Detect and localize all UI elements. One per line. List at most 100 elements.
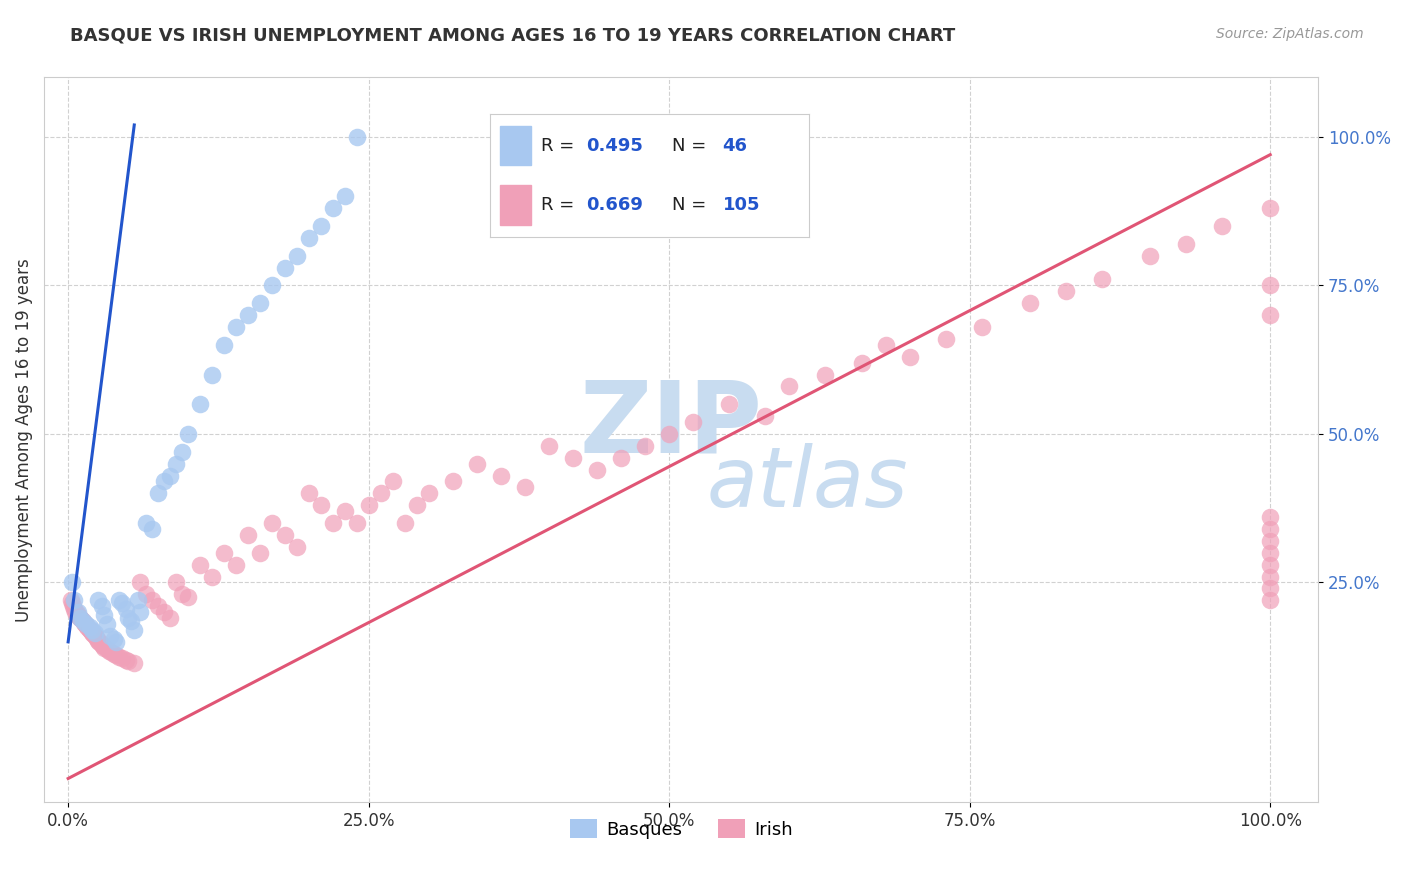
Point: [513, 480, 536, 494]
Point: [86, 632, 108, 646]
Point: [87, 593, 110, 607]
Point: [82, 627, 104, 641]
Point: [148, 486, 170, 500]
Point: [1091, 272, 1114, 286]
Point: [875, 338, 897, 352]
Point: [814, 368, 837, 382]
Point: [754, 409, 776, 423]
Point: [90, 636, 112, 650]
Point: [394, 516, 416, 530]
Point: [225, 558, 247, 572]
Point: [346, 129, 368, 144]
Point: [322, 201, 344, 215]
Point: [65, 607, 87, 621]
Point: [405, 498, 427, 512]
Point: [201, 569, 224, 583]
Point: [90, 599, 112, 614]
Point: [441, 475, 464, 489]
Point: [177, 426, 200, 441]
Point: [682, 415, 704, 429]
Point: [111, 596, 134, 610]
Point: [165, 457, 187, 471]
Point: [63, 593, 86, 607]
Point: [62, 599, 84, 614]
Point: [66, 608, 89, 623]
Text: ZIP: ZIP: [579, 376, 762, 474]
Point: [935, 332, 957, 346]
Point: [63, 602, 86, 616]
Point: [285, 540, 308, 554]
Point: [75, 618, 97, 632]
Point: [346, 516, 368, 530]
Point: [105, 648, 128, 662]
Point: [129, 575, 152, 590]
Point: [1258, 510, 1281, 524]
Point: [100, 645, 122, 659]
Point: [297, 231, 319, 245]
Point: [489, 468, 512, 483]
Point: [1258, 546, 1281, 560]
Point: [148, 599, 170, 614]
Point: [69, 611, 91, 625]
Point: [1175, 236, 1198, 251]
Point: [83, 629, 105, 643]
Point: [201, 368, 224, 382]
Point: [262, 278, 284, 293]
Point: [127, 593, 149, 607]
Point: [658, 426, 681, 441]
Text: Source: ZipAtlas.com: Source: ZipAtlas.com: [1216, 27, 1364, 41]
Point: [634, 439, 657, 453]
Point: [165, 575, 187, 590]
Point: [98, 644, 121, 658]
Point: [1139, 249, 1161, 263]
Point: [115, 653, 138, 667]
Point: [190, 397, 212, 411]
Point: [225, 320, 247, 334]
Point: [1258, 201, 1281, 215]
Point: [1258, 308, 1281, 322]
Point: [79, 623, 101, 637]
Point: [153, 475, 176, 489]
Point: [72, 614, 94, 628]
Point: [72, 614, 94, 628]
Point: [65, 605, 87, 619]
Point: [105, 635, 128, 649]
Point: [381, 475, 404, 489]
Point: [1258, 278, 1281, 293]
Point: [69, 611, 91, 625]
Point: [1258, 593, 1281, 607]
Point: [75, 617, 97, 632]
Point: [60, 596, 83, 610]
Point: [82, 623, 104, 637]
Point: [214, 338, 236, 352]
Point: [718, 397, 741, 411]
Point: [309, 219, 332, 233]
Point: [141, 522, 163, 536]
Point: [80, 624, 103, 639]
Point: [778, 379, 800, 393]
Point: [115, 602, 138, 616]
Point: [273, 528, 295, 542]
Point: [59, 593, 82, 607]
Point: [89, 635, 111, 649]
Point: [84, 630, 107, 644]
Point: [98, 629, 121, 643]
Point: [1018, 296, 1040, 310]
Point: [122, 656, 145, 670]
Point: [309, 498, 332, 512]
Point: [333, 504, 356, 518]
Point: [1258, 522, 1281, 536]
Point: [333, 189, 356, 203]
Point: [970, 320, 993, 334]
Point: [1258, 569, 1281, 583]
Point: [1211, 219, 1233, 233]
Point: [159, 611, 181, 625]
Point: [107, 649, 129, 664]
Point: [111, 651, 134, 665]
Point: [96, 617, 118, 632]
Point: [93, 640, 115, 655]
Point: [159, 468, 181, 483]
Point: [177, 591, 200, 605]
Point: [465, 457, 488, 471]
Point: [357, 498, 380, 512]
